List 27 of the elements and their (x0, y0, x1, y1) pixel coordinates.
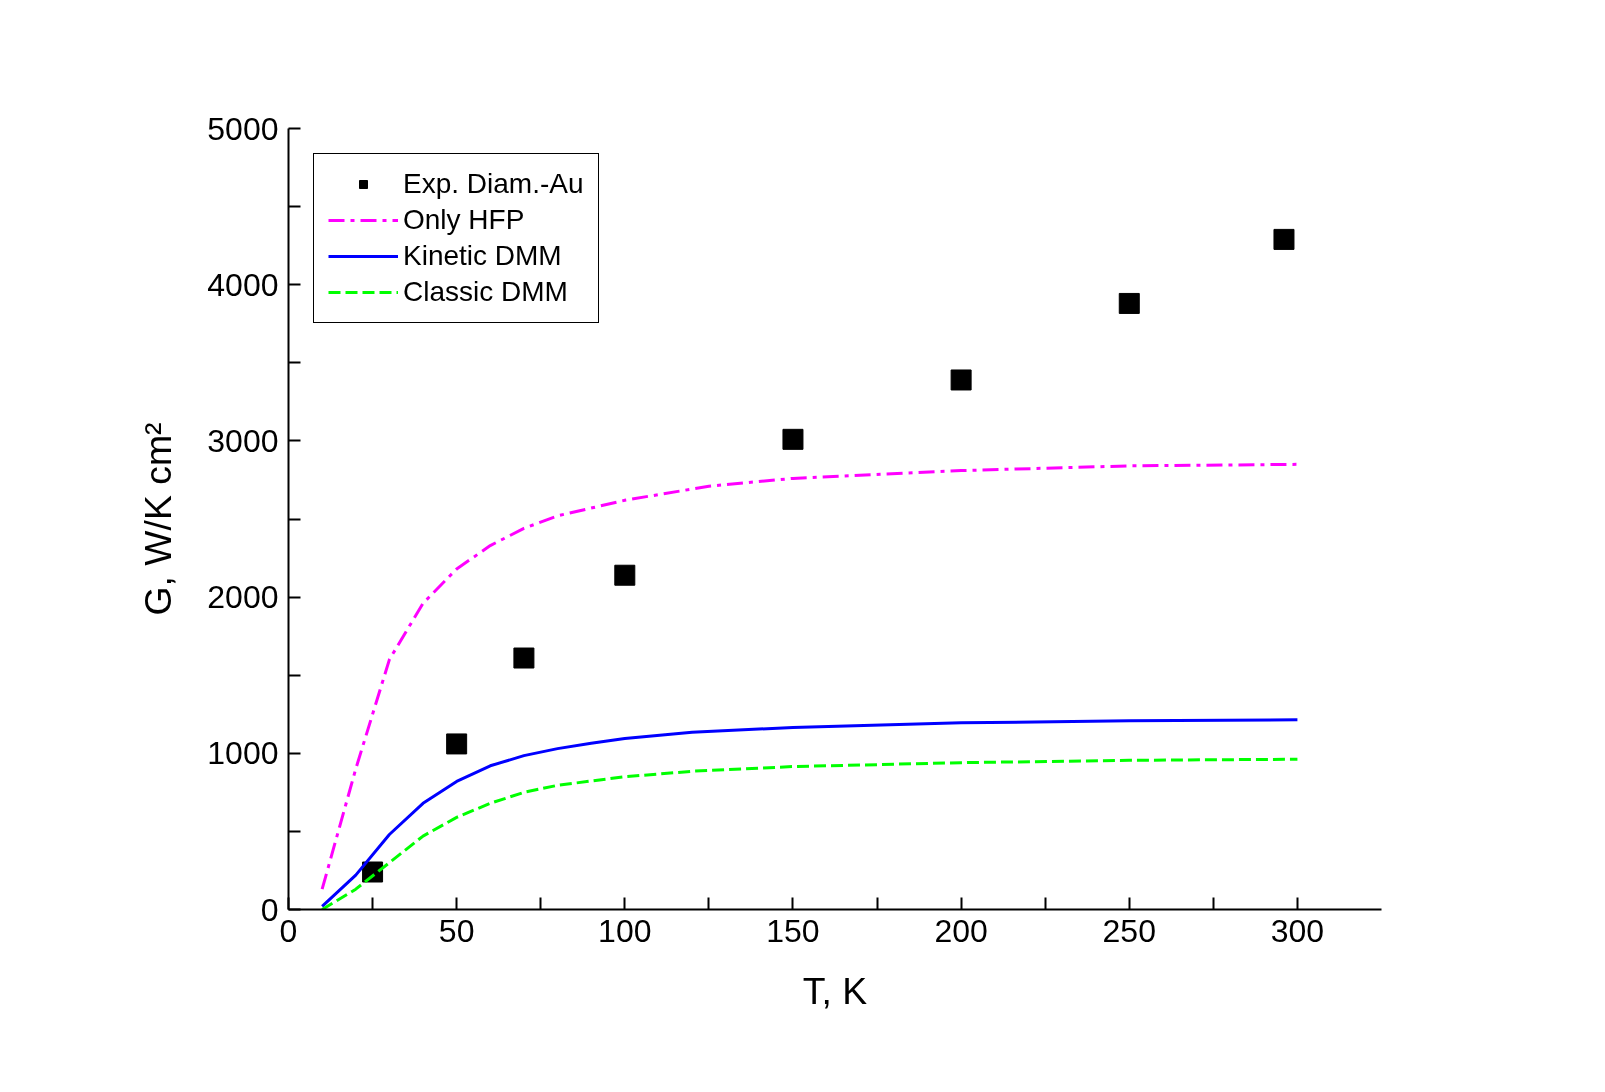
legend-label: Kinetic DMM (403, 240, 562, 272)
line-series (320, 462, 1299, 891)
point (782, 428, 804, 450)
legend-label: Exp. Diam.-Au (403, 168, 584, 200)
point (513, 647, 535, 669)
x-tick-label: 50 (438, 912, 475, 949)
y-tick-label: 4000 (207, 266, 279, 303)
y-tick-label: 3000 (207, 422, 279, 459)
line-series (320, 718, 1299, 908)
x-axis-title: T, K (802, 969, 868, 1012)
point (446, 733, 468, 755)
x-tick-label: 200 (934, 912, 988, 949)
point (1118, 292, 1140, 314)
x-tick-label: 300 (1270, 912, 1325, 949)
point (614, 564, 636, 586)
y-tick-label: 2000 (207, 579, 279, 616)
point (1273, 228, 1295, 250)
x-tick-label: 100 (598, 912, 652, 949)
point (950, 369, 972, 391)
x-tick-label: 150 (766, 912, 820, 949)
legend-label: Only HFP (403, 204, 525, 236)
y-axis-title: G, W/K cm² (137, 422, 180, 616)
y-tick-label: 1000 (207, 735, 279, 772)
x-tick-label: 250 (1102, 912, 1156, 949)
legend-label: Classic DMM (403, 276, 568, 308)
y-tick-label: 5000 (207, 110, 279, 147)
line-series (320, 757, 1299, 910)
